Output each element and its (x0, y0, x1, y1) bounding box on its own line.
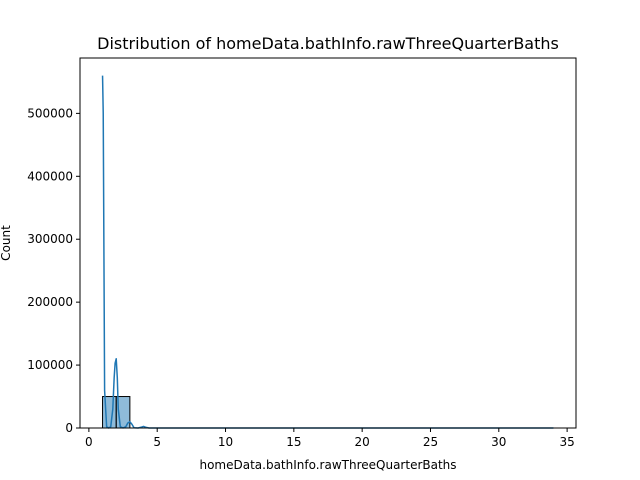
x-tick-label: 10 (218, 435, 233, 449)
x-tick-label: 20 (355, 435, 370, 449)
x-axis-label: homeData.bathInfo.rawThreeQuarterBaths (199, 458, 456, 472)
y-tick-label: 300000 (27, 232, 73, 246)
y-tick-label: 100000 (27, 358, 73, 372)
x-tick-label: 15 (286, 435, 301, 449)
plot-frame (79, 57, 577, 429)
y-tick-label: 500000 (27, 106, 73, 120)
y-axis-ticks: 0 100000 200000 300000 400000 500000 (27, 106, 80, 435)
y-tick-label: 200000 (27, 295, 73, 309)
y-tick-label: 400000 (27, 169, 73, 183)
x-tick-label: 35 (559, 435, 574, 449)
x-tick-label: 5 (153, 435, 161, 449)
x-tick-label: 30 (491, 435, 506, 449)
y-axis-label: Count (0, 225, 13, 261)
kde-line (101, 75, 554, 429)
x-tick-label: 0 (85, 435, 93, 449)
y-tick-label: 0 (65, 421, 73, 435)
kde-curve (101, 75, 554, 429)
x-axis-ticks: 0 5 10 15 20 25 30 35 (85, 428, 575, 449)
chart-title: Distribution of homeData.bathInfo.rawThr… (97, 34, 559, 53)
x-tick-label: 25 (423, 435, 438, 449)
